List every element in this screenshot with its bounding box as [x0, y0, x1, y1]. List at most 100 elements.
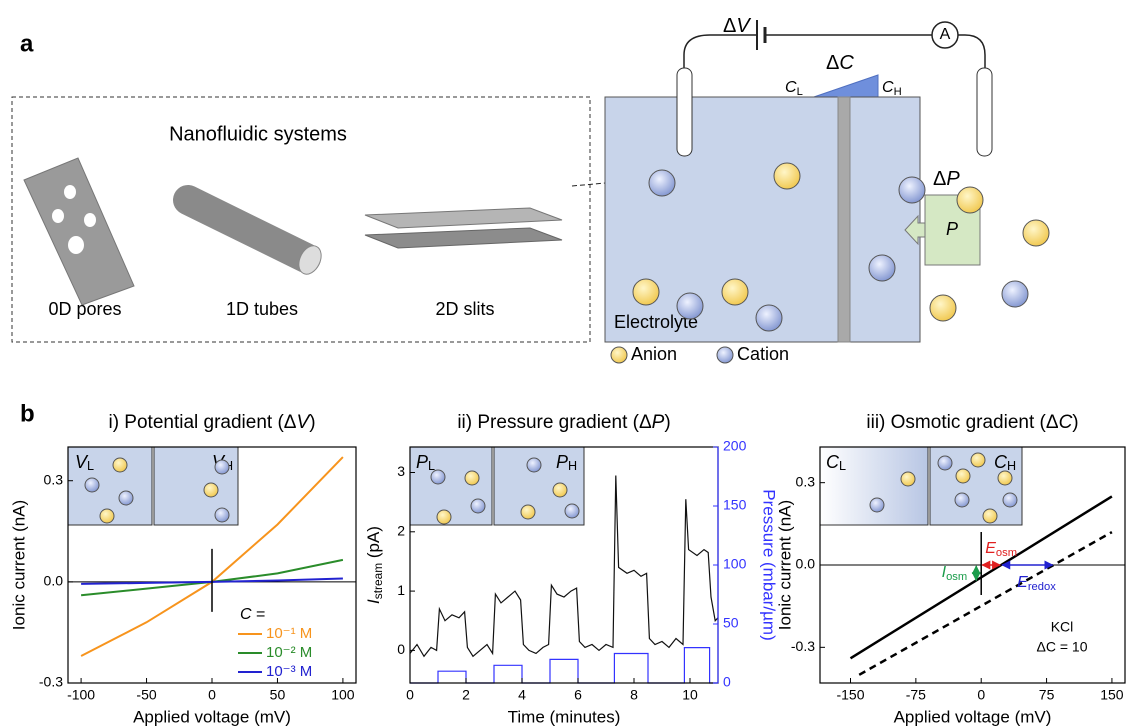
y-tick-label: 3 [397, 463, 405, 479]
x-tick-label: -100 [67, 687, 95, 703]
inset-label: CL [826, 452, 846, 474]
x-tick-label: 2 [462, 687, 470, 703]
series-line [858, 531, 1113, 676]
cation [564, 503, 580, 519]
label-part: P [652, 412, 665, 433]
annotation: Eosm [985, 540, 1017, 559]
anion [982, 508, 998, 524]
label-part: E [1017, 574, 1028, 591]
label-part: (pA) [364, 526, 383, 563]
panel-label: b [20, 400, 35, 427]
y-tick-label: 2 [397, 522, 405, 538]
label-part: osm [946, 571, 967, 583]
ammeter-label: A [940, 26, 951, 43]
series-line [409, 475, 719, 658]
label-part: P [946, 168, 960, 190]
y2-tick-label: 100 [723, 556, 747, 572]
y-axis-label: Istream (pA) [364, 526, 385, 604]
x-axis-label: Applied voltage (mV) [894, 707, 1052, 726]
anion [520, 504, 536, 520]
y2-tick-label: 200 [723, 438, 747, 454]
y-tick-label: 0.0 [44, 573, 64, 589]
gradient-label: ΔC [826, 52, 854, 74]
label-part: Δ [933, 168, 946, 190]
pore [84, 213, 96, 227]
series-line [410, 647, 718, 684]
anion [203, 482, 219, 498]
cation [898, 176, 926, 204]
inset-label: VL [75, 452, 94, 474]
legend-title: C = [240, 606, 265, 623]
cation [954, 492, 970, 508]
cation [214, 507, 230, 523]
gradient-wedge [807, 74, 879, 100]
label-part: ) [309, 412, 315, 433]
y2-tick-label: 0 [723, 674, 731, 690]
x-tick-label: 50 [270, 687, 286, 703]
label-part: P [416, 452, 428, 472]
pressure-label: ΔP [933, 168, 960, 190]
anion [955, 468, 971, 484]
x-axis-label: Applied voltage (mV) [133, 707, 291, 726]
y2-tick-label: 150 [723, 497, 747, 513]
label-part: C [882, 79, 894, 96]
x-axis-label: Time (minutes) [508, 707, 621, 726]
cation [868, 254, 896, 282]
y-axis-label: Ionic current (nA) [9, 500, 28, 630]
chart-title: i) Potential gradient (ΔV) [108, 412, 315, 433]
panel-label: a [20, 30, 34, 57]
anion [773, 162, 801, 190]
cation [430, 469, 446, 485]
inset-label: CH [994, 452, 1016, 474]
cation [1001, 280, 1029, 308]
systems-title: Nanofluidic systems [169, 123, 347, 145]
cation [676, 292, 704, 320]
label-part: i) Potential gradient (Δ [108, 412, 296, 433]
x-tick-label: -75 [906, 687, 926, 703]
y-axis-label: Ionic current (nA) [775, 500, 794, 630]
electrolyte-label: Electrolyte [614, 312, 698, 332]
legend-label: 10⁻³ M [266, 663, 312, 680]
legend-label: 10⁻¹ M [266, 625, 312, 642]
cation [84, 477, 100, 493]
anion [464, 470, 480, 486]
electrode [676, 67, 693, 157]
annotation: ΔC = 10 [1037, 639, 1088, 655]
pore [52, 209, 64, 223]
x-tick-label: 4 [518, 687, 526, 703]
label-part: osm [996, 547, 1017, 559]
anion [99, 508, 115, 524]
pressure-label: P [946, 219, 958, 239]
x-tick-label: 0 [208, 687, 216, 703]
y-tick-label: -0.3 [39, 674, 63, 690]
x-tick-label: 100 [331, 687, 355, 703]
tube-end [298, 245, 322, 275]
cation [937, 455, 953, 471]
label-part: P [556, 452, 568, 472]
inset-label: PH [556, 452, 577, 474]
y2-axis-label: Pressure (mbar/µm) [760, 489, 779, 640]
system-label: 2D slits [435, 299, 494, 319]
x-tick-label: 150 [1100, 687, 1124, 703]
label-part: V [297, 412, 312, 433]
anion [900, 471, 916, 487]
system-label: 1D tubes [226, 299, 298, 319]
anion [721, 278, 749, 306]
cation [716, 346, 734, 364]
label-part: stream [371, 563, 385, 599]
y-tick-label: 0.3 [44, 471, 64, 487]
y-tick-label: -0.3 [791, 638, 815, 654]
systems-box [11, 96, 591, 343]
y-tick-label: 0.0 [796, 556, 816, 572]
electrode [976, 67, 993, 157]
chart-title: iii) Osmotic gradient (ΔC) [866, 412, 1078, 433]
anion [997, 470, 1013, 486]
anion [1022, 219, 1050, 247]
cation [526, 457, 542, 473]
annotation: KCl [1051, 619, 1074, 635]
label-part: H [1007, 459, 1016, 473]
annotation: Eredox [1017, 574, 1056, 593]
pore [68, 236, 84, 254]
voltage-label: ΔV [723, 15, 751, 37]
